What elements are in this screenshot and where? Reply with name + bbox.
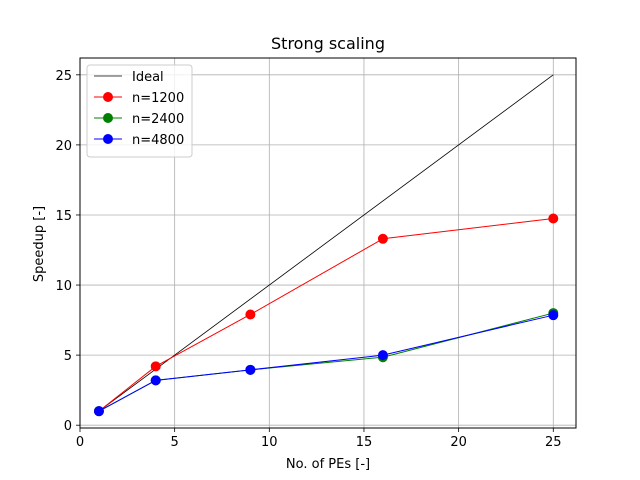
data-point-n-1200 [150, 361, 161, 372]
data-point-n-1200 [377, 233, 388, 244]
x-tick-label: 5 [171, 435, 179, 450]
legend-marker-n-1200 [103, 92, 113, 102]
legend: Ideal n=1200 n=2400 n=4800 [86, 64, 193, 158]
y-tick-label: 10 [55, 279, 72, 294]
x-tick-label: 25 [545, 435, 562, 450]
legend-marker-n-4800 [103, 134, 113, 144]
data-point-n-1200 [548, 213, 559, 224]
x-tick-label: 20 [450, 435, 467, 450]
x-tick-label: 0 [76, 435, 84, 450]
data-point-n-4800 [150, 375, 161, 386]
x-tick-label: 15 [356, 435, 373, 450]
y-tick-label: 0 [64, 419, 72, 434]
data-point-n-4800 [377, 350, 388, 361]
chart-title: Strong scaling [271, 34, 385, 53]
data-point-n-4800 [548, 310, 559, 321]
legend-marker-n-2400 [103, 113, 113, 123]
legend-label-n-2400: n=2400 [132, 112, 184, 127]
legend-label-ideal: Ideal [132, 70, 164, 85]
data-point-n-4800 [93, 406, 104, 417]
series-line-ideal [98, 74, 554, 412]
legend-label-n-4800: n=4800 [132, 133, 184, 148]
y-tick-label: 5 [64, 349, 72, 364]
series-group [93, 74, 559, 417]
data-point-n-4800 [245, 364, 256, 375]
y-tick-label: 20 [55, 139, 72, 154]
y-axis-title: Speedup [-] [32, 206, 47, 282]
y-tick-label: 15 [55, 209, 72, 224]
plot-frame [79, 57, 577, 429]
legend-box [86, 64, 193, 158]
grid [79, 58, 576, 428]
x-axis-title: No. of PEs [-] [286, 457, 370, 472]
y-tick-label: 25 [55, 69, 72, 84]
axis-ticks: 0 5 10 15 20 25 0 5 10 15 20 25 [55, 69, 561, 450]
data-point-n-1200 [245, 309, 256, 320]
legend-label-n-1200: n=1200 [132, 91, 184, 106]
x-tick-label: 10 [261, 435, 278, 450]
